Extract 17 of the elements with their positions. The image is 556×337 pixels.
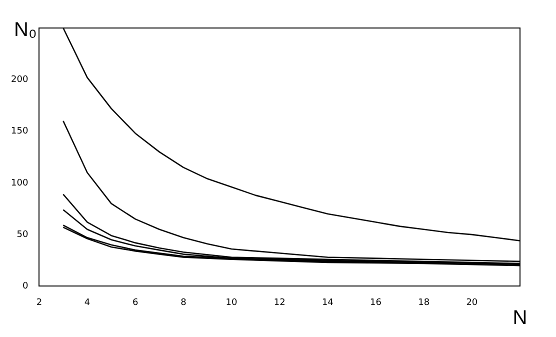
y-axis-title: N₀ [14, 19, 37, 41]
y-tick-label: 0 [22, 282, 28, 292]
x-tick-label: 8 [180, 298, 187, 308]
x-tick-label: 16 [370, 298, 382, 308]
x-tick-label: 18 [418, 298, 430, 308]
x-tick-label: 2 [36, 298, 42, 308]
x-tick-label: 4 [84, 298, 90, 308]
y-tick-label: 100 [10, 178, 28, 188]
x-tick-label: 12 [274, 298, 286, 308]
x-tick-label: 20 [466, 298, 478, 308]
x-tick-label: 14 [322, 298, 334, 308]
y-tick-label: 200 [10, 74, 28, 85]
y-tick-label: 150 [10, 126, 28, 137]
x-tick-label: 10 [226, 298, 238, 308]
x-tick-label: 6 [132, 298, 138, 308]
y-tick-label: 50 [16, 230, 28, 240]
x-axis-title: N [512, 307, 528, 330]
